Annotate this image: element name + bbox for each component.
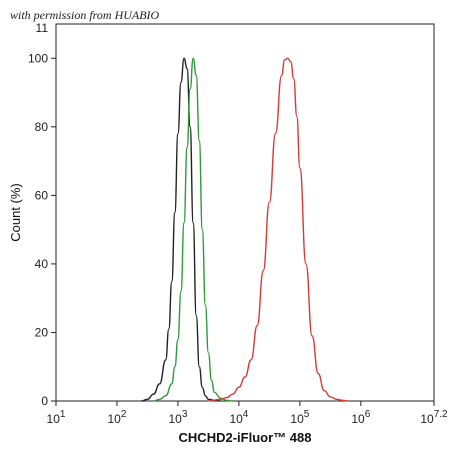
y-tick-label-3: 40 <box>35 257 49 271</box>
x-tick-label-1: 101 <box>47 409 66 426</box>
x-tick-label-3: 103 <box>168 409 187 426</box>
series-line-3 <box>208 57 349 402</box>
plot-border <box>55 23 435 402</box>
plot-frame <box>55 23 435 402</box>
x-tick-label-7: 107.2 <box>420 409 448 426</box>
y-axis-title: Count (%) <box>8 183 23 242</box>
y-tick-label-6: 100 <box>28 51 48 65</box>
y-tick-label-top: 11 <box>36 21 49 35</box>
x-tick-label-2: 102 <box>108 409 127 426</box>
series-layer <box>141 57 349 402</box>
y-tick-label-4: 60 <box>35 188 49 202</box>
watermark-text: with permission from HUABIO <box>10 8 160 22</box>
x-axis-ticks: 101 102 103 104 105 106 107.2 <box>47 401 448 426</box>
series-line-1 <box>141 57 221 402</box>
x-tick-label-4: 104 <box>229 409 248 426</box>
series-line-2 <box>153 57 233 402</box>
x-axis-title: CHCHD2-iFluor™ 488 <box>179 430 312 445</box>
y-tick-label-5: 80 <box>35 120 49 134</box>
y-tick-label-1: 0 <box>41 394 48 408</box>
y-axis-ticks: 0 20 40 60 80 100 11 <box>28 21 56 408</box>
y-tick-label-2: 20 <box>35 325 49 339</box>
x-tick-label-6: 106 <box>351 409 370 426</box>
x-tick-label-5: 105 <box>290 409 309 426</box>
